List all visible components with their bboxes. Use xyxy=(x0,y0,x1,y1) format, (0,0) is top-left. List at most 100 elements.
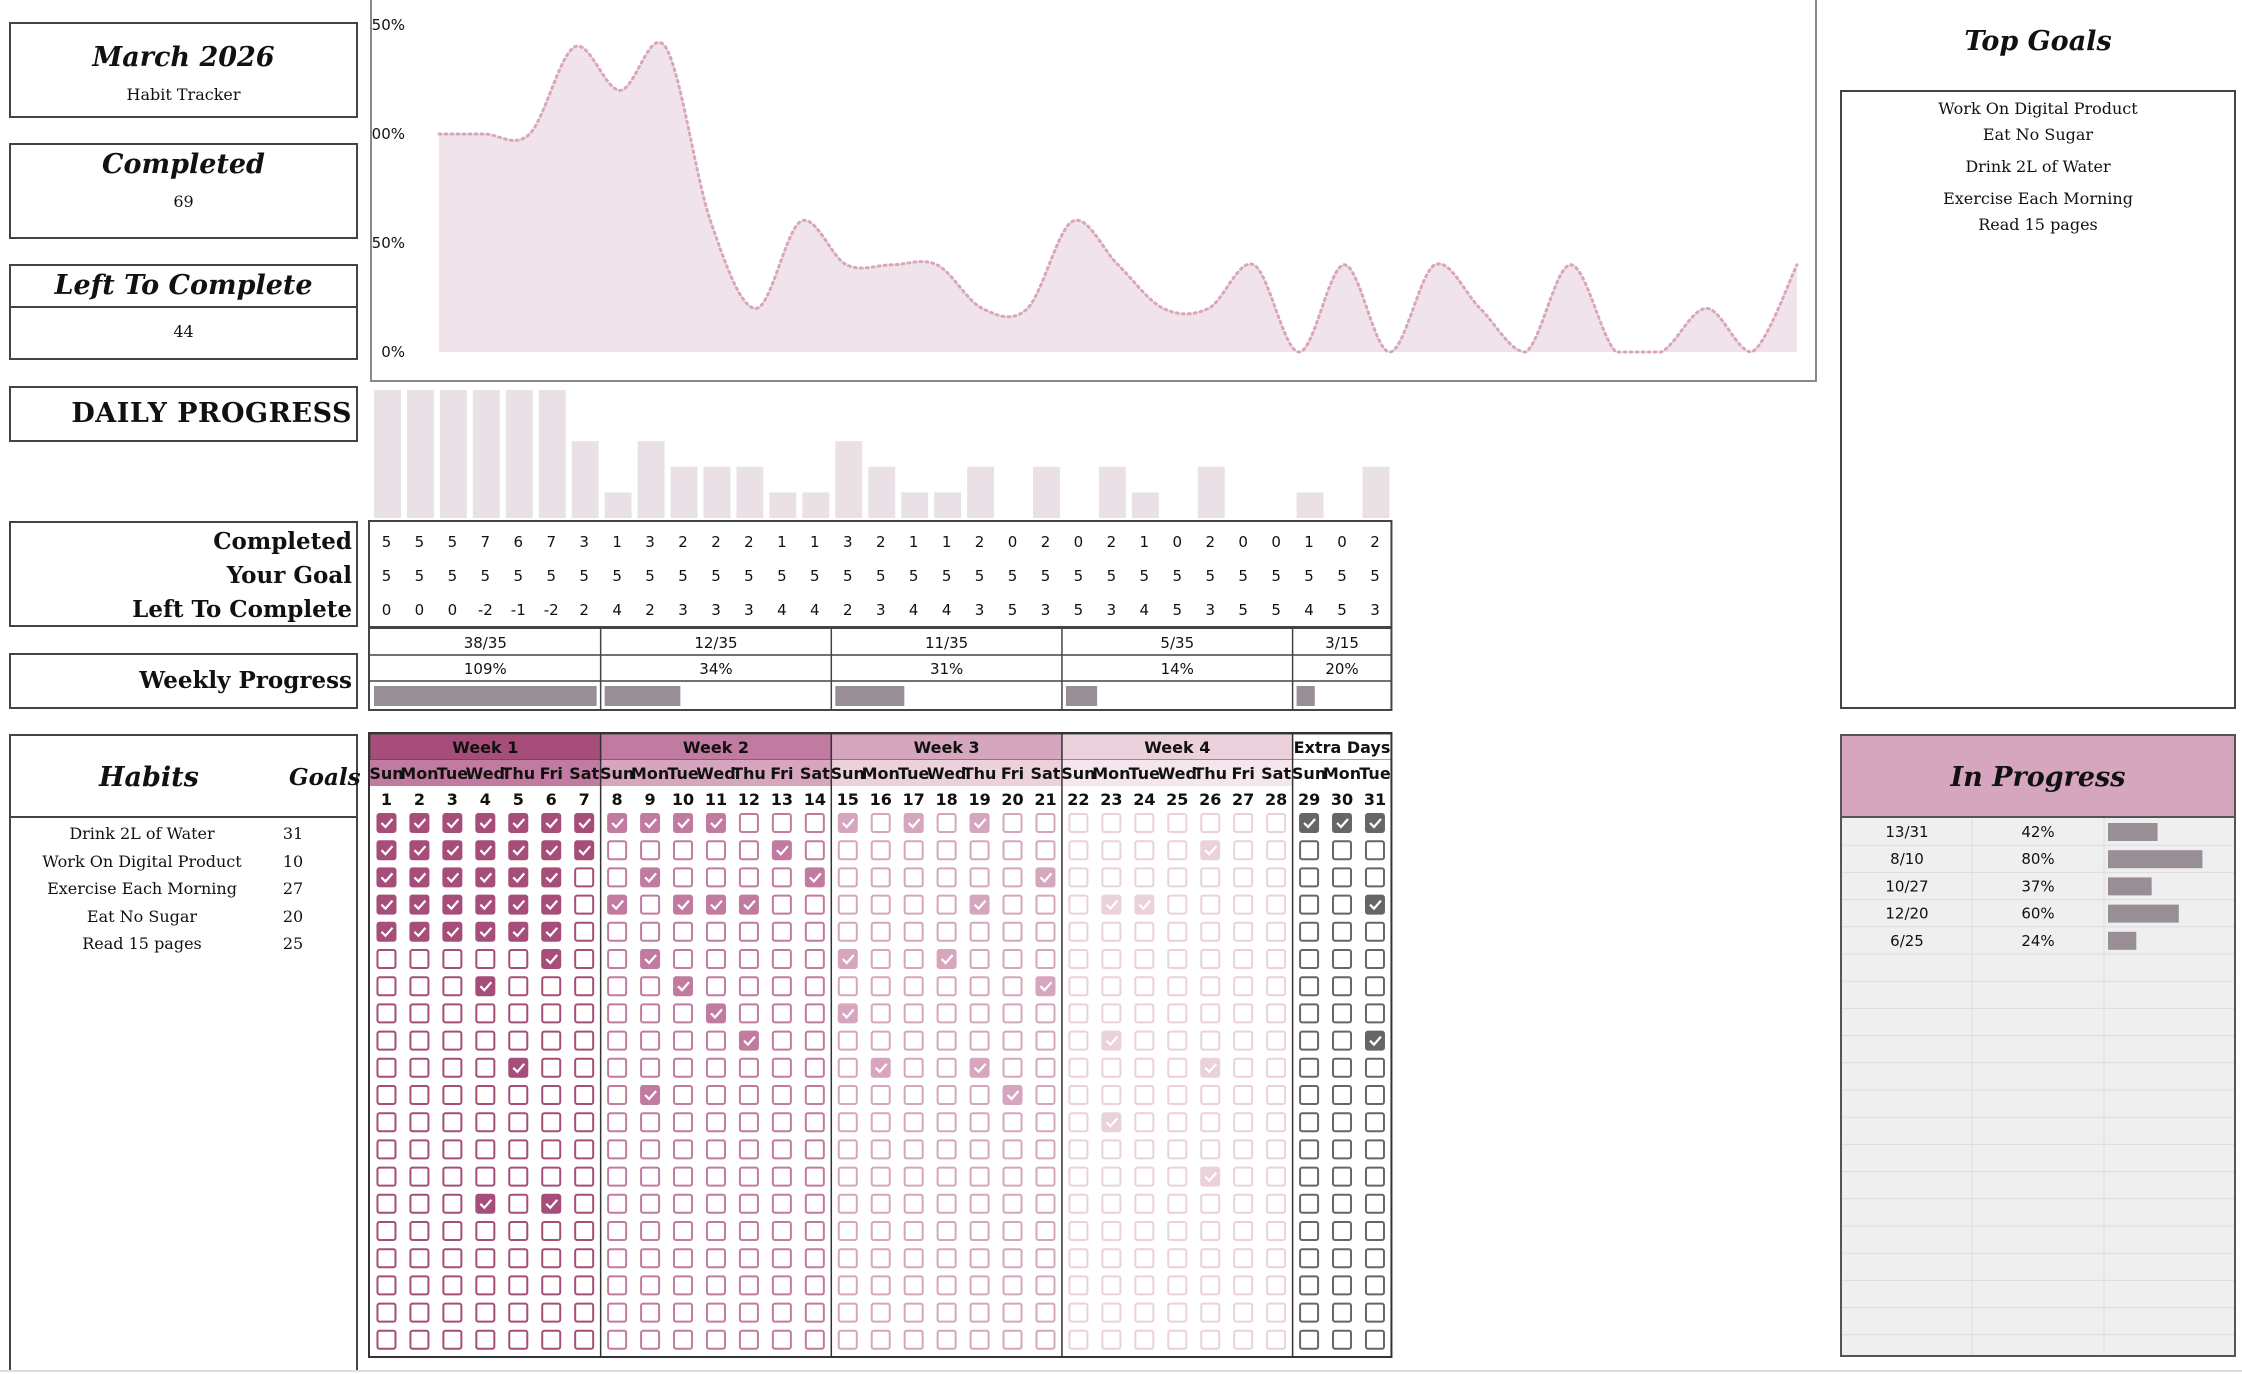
checkbox[interactable] xyxy=(442,1275,463,1296)
checkbox[interactable] xyxy=(804,840,825,861)
checkbox[interactable] xyxy=(705,1221,726,1241)
checkbox[interactable] xyxy=(1233,894,1254,915)
checkbox-checked[interactable] xyxy=(475,976,496,997)
checkbox[interactable] xyxy=(1299,1139,1320,1160)
checkbox[interactable] xyxy=(1101,1139,1122,1160)
checkbox[interactable] xyxy=(1364,1302,1385,1323)
checkbox[interactable] xyxy=(508,1329,529,1350)
checkbox[interactable] xyxy=(1299,1112,1320,1133)
checkbox-checked[interactable] xyxy=(1364,1030,1385,1051)
checkbox[interactable] xyxy=(738,1193,759,1214)
checkbox[interactable] xyxy=(969,1030,990,1051)
checkbox[interactable] xyxy=(771,813,792,833)
checkbox[interactable] xyxy=(804,1166,825,1187)
checkbox[interactable] xyxy=(903,1166,924,1187)
checkbox[interactable] xyxy=(870,894,891,915)
checkbox[interactable] xyxy=(705,1085,726,1105)
checkbox[interactable] xyxy=(870,1275,891,1296)
checkbox[interactable] xyxy=(574,1030,595,1051)
checkbox[interactable] xyxy=(1035,1221,1056,1241)
checkbox[interactable] xyxy=(475,1166,496,1187)
checkbox[interactable] xyxy=(541,1221,562,1241)
checkbox[interactable] xyxy=(1035,1302,1056,1323)
checkbox-checked[interactable] xyxy=(738,1030,759,1051)
checkbox[interactable] xyxy=(508,1085,529,1105)
checkbox[interactable] xyxy=(903,1139,924,1160)
checkbox[interactable] xyxy=(508,1030,529,1051)
checkbox[interactable] xyxy=(508,1139,529,1160)
checkbox[interactable] xyxy=(738,1139,759,1160)
checkbox[interactable] xyxy=(607,1112,628,1133)
checkbox[interactable] xyxy=(1266,894,1287,915)
checkbox[interactable] xyxy=(1299,1221,1320,1241)
checkbox-checked[interactable] xyxy=(541,949,562,969)
checkbox[interactable] xyxy=(607,921,628,942)
checkbox[interactable] xyxy=(804,1302,825,1323)
checkbox[interactable] xyxy=(574,921,595,942)
checkbox[interactable] xyxy=(673,921,694,942)
checkbox[interactable] xyxy=(1233,949,1254,969)
checkbox[interactable] xyxy=(1364,1003,1385,1024)
checkbox[interactable] xyxy=(771,1302,792,1323)
checkbox[interactable] xyxy=(607,867,628,888)
checkbox-checked[interactable] xyxy=(442,840,463,861)
checkbox-checked[interactable] xyxy=(1200,840,1221,861)
checkbox[interactable] xyxy=(1299,1248,1320,1269)
checkbox[interactable] xyxy=(1167,1275,1188,1296)
checkbox[interactable] xyxy=(1167,894,1188,915)
checkbox-checked[interactable] xyxy=(870,1057,891,1078)
checkbox[interactable] xyxy=(705,1193,726,1214)
checkbox[interactable] xyxy=(1068,1003,1089,1024)
checkbox[interactable] xyxy=(969,1302,990,1323)
checkbox[interactable] xyxy=(1299,1193,1320,1214)
checkbox[interactable] xyxy=(409,1085,430,1105)
checkbox[interactable] xyxy=(673,1166,694,1187)
checkbox[interactable] xyxy=(409,1057,430,1078)
checkbox[interactable] xyxy=(936,1248,957,1269)
checkbox[interactable] xyxy=(837,867,858,888)
checkbox[interactable] xyxy=(475,949,496,969)
checkbox[interactable] xyxy=(1002,1057,1023,1078)
checkbox[interactable] xyxy=(738,976,759,997)
checkbox[interactable] xyxy=(1167,1329,1188,1350)
checkbox[interactable] xyxy=(1002,1248,1023,1269)
checkbox[interactable] xyxy=(804,1139,825,1160)
checkbox[interactable] xyxy=(771,1003,792,1024)
checkbox[interactable] xyxy=(1167,1003,1188,1024)
checkbox[interactable] xyxy=(673,1003,694,1024)
checkbox[interactable] xyxy=(1002,1139,1023,1160)
checkbox[interactable] xyxy=(673,1221,694,1241)
checkbox[interactable] xyxy=(1035,840,1056,861)
checkbox[interactable] xyxy=(1134,949,1155,969)
checkbox[interactable] xyxy=(1332,840,1353,861)
checkbox-checked[interactable] xyxy=(673,976,694,997)
checkbox[interactable] xyxy=(903,1193,924,1214)
checkbox[interactable] xyxy=(1134,813,1155,833)
checkbox-checked[interactable] xyxy=(475,921,496,942)
checkbox[interactable] xyxy=(1364,1166,1385,1187)
checkbox[interactable] xyxy=(574,867,595,888)
checkbox[interactable] xyxy=(442,1112,463,1133)
checkbox[interactable] xyxy=(508,1221,529,1241)
checkbox[interactable] xyxy=(936,976,957,997)
checkbox[interactable] xyxy=(1200,921,1221,942)
checkbox[interactable] xyxy=(804,976,825,997)
checkbox[interactable] xyxy=(804,813,825,833)
checkbox[interactable] xyxy=(1364,921,1385,942)
checkbox-checked[interactable] xyxy=(508,813,529,833)
checkbox-checked[interactable] xyxy=(574,840,595,861)
checkbox[interactable] xyxy=(1266,1030,1287,1051)
checkbox[interactable] xyxy=(508,949,529,969)
checkbox[interactable] xyxy=(607,1166,628,1187)
checkbox[interactable] xyxy=(936,1112,957,1133)
checkbox[interactable] xyxy=(870,1302,891,1323)
checkbox[interactable] xyxy=(1134,840,1155,861)
checkbox[interactable] xyxy=(1002,840,1023,861)
checkbox-checked[interactable] xyxy=(1101,1112,1122,1133)
checkbox-checked[interactable] xyxy=(442,894,463,915)
checkbox[interactable] xyxy=(738,1085,759,1105)
checkbox[interactable] xyxy=(936,1193,957,1214)
checkbox[interactable] xyxy=(607,1193,628,1214)
checkbox[interactable] xyxy=(1266,1248,1287,1269)
checkbox[interactable] xyxy=(969,1275,990,1296)
